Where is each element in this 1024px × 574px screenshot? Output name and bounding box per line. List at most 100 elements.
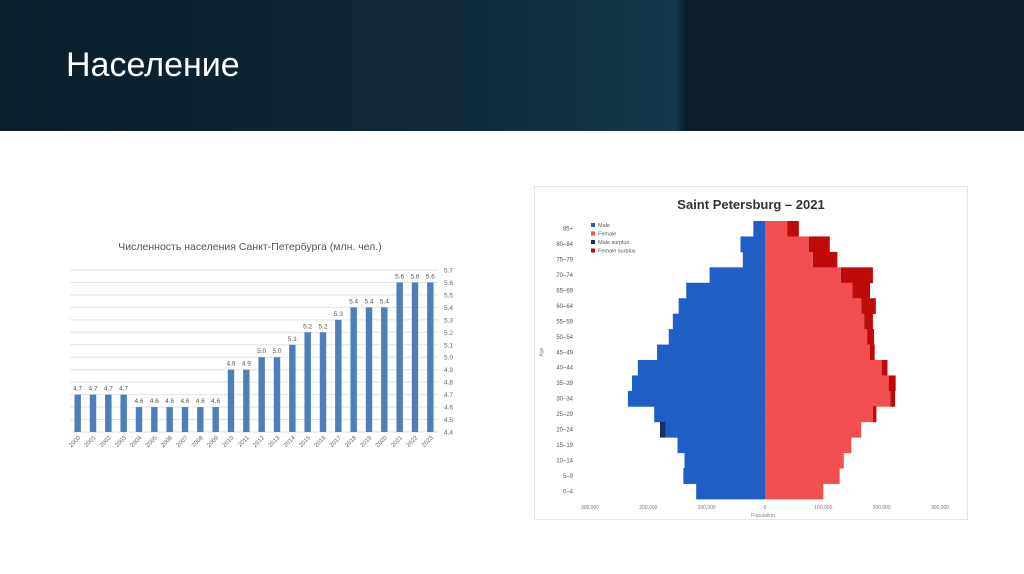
x-tick-label: 2002 xyxy=(99,435,113,449)
legend-swatch xyxy=(591,240,595,244)
bar-chart-bars xyxy=(74,282,434,432)
pyramid-x-axis-label: Population xyxy=(751,513,775,519)
x-tick-label: 2009 xyxy=(206,435,220,449)
age-group-label: 35–39 xyxy=(556,381,573,387)
male-bar xyxy=(668,329,765,345)
bar xyxy=(212,407,219,432)
x-tick-label: 100,000 xyxy=(814,505,832,511)
x-tick-label: 2003 xyxy=(114,435,128,449)
male-bar xyxy=(740,236,765,253)
x-tick-label: 2008 xyxy=(191,435,205,449)
y-tick-label: 4.8 xyxy=(444,380,453,387)
bar-chart-title: Численность населения Санкт-Петербурга (… xyxy=(118,241,381,253)
female-surplus-bar xyxy=(787,221,799,237)
female-surplus-bar xyxy=(808,236,830,253)
bar xyxy=(289,344,296,432)
female-surplus-bar xyxy=(852,282,870,299)
bar-value-label: 4.6 xyxy=(165,398,174,405)
bar-value-label: 5.4 xyxy=(380,298,389,305)
bar xyxy=(197,407,204,432)
age-group-label: 45–49 xyxy=(556,350,573,356)
age-group-label: 20–24 xyxy=(556,428,573,434)
bar xyxy=(105,394,112,432)
male-bar xyxy=(753,221,765,237)
bar-value-label: 5.1 xyxy=(288,336,297,343)
pyramid-age-labels: 85+ 80–84 75–79 70–74 65–69 60–64 55–59 50–54 45… xyxy=(556,227,573,496)
bar xyxy=(335,319,342,432)
female-bar xyxy=(765,375,889,392)
age-group-label: 30–34 xyxy=(556,397,573,403)
male-bar xyxy=(632,375,765,392)
age-group-label: 65–69 xyxy=(556,289,573,295)
male-bar xyxy=(637,360,765,376)
age-group-label: 60–64 xyxy=(556,304,573,310)
age-group-label: 85+ xyxy=(563,227,574,233)
bar-value-label: 5.0 xyxy=(257,348,266,355)
bar-value-label: 4.9 xyxy=(226,361,235,368)
bar xyxy=(135,407,143,432)
bar xyxy=(319,332,327,432)
female-bar xyxy=(765,483,824,500)
x-tick-label: 2007 xyxy=(176,435,190,449)
y-tick-label: 5.2 xyxy=(444,330,453,337)
female-bar xyxy=(765,360,882,376)
slide-title: Население xyxy=(66,46,240,84)
bar-value-label: 5.6 xyxy=(426,273,435,280)
population-pyramid-panel: Saint Petersburg – 2021 85+ 80–84 75–79 70–… xyxy=(534,186,968,520)
x-tick-label: 2006 xyxy=(160,435,174,449)
bar xyxy=(381,307,388,432)
age-group-label: 40–44 xyxy=(556,366,573,372)
bar xyxy=(166,407,173,432)
x-tick-label: 200,000 xyxy=(873,505,891,511)
female-bar xyxy=(765,468,840,484)
x-tick-label: 2005 xyxy=(145,435,159,449)
bar-value-label: 4.6 xyxy=(134,398,143,405)
age-group-label: 10–14 xyxy=(556,458,573,464)
age-group-label: 75–79 xyxy=(556,258,573,264)
pyramid-y-axis-label: Age xyxy=(539,347,545,356)
female-bar xyxy=(765,282,853,299)
bar xyxy=(396,282,403,432)
x-tick-label: 2000 xyxy=(68,435,82,449)
bar xyxy=(181,407,189,432)
y-tick-label: 4.9 xyxy=(444,367,453,374)
y-tick-label: 5.0 xyxy=(444,355,453,362)
y-tick-label: 4.7 xyxy=(444,392,453,399)
bar xyxy=(304,332,311,432)
bar-value-label: 4.6 xyxy=(150,398,159,405)
y-tick-label: 5.5 xyxy=(444,292,453,299)
bar xyxy=(151,407,158,432)
male-bar xyxy=(696,483,765,500)
bar-value-label: 4.7 xyxy=(73,386,82,393)
bar-value-label: 4.6 xyxy=(211,398,220,405)
female-bar xyxy=(765,421,862,438)
x-tick-label: 2018 xyxy=(344,435,358,449)
female-surplus-bar xyxy=(881,360,888,376)
x-tick-label: 2012 xyxy=(252,435,266,449)
bar xyxy=(427,282,434,432)
x-tick-label: 2021 xyxy=(390,435,404,449)
legend-label: Female xyxy=(598,232,616,238)
bar xyxy=(350,307,357,432)
female-surplus-bar xyxy=(870,344,875,361)
x-tick-label: 2017 xyxy=(329,435,343,449)
bar-value-label: 4.6 xyxy=(180,398,189,405)
bar-value-label: 5.2 xyxy=(318,323,327,330)
age-group-label: 55–59 xyxy=(556,319,573,325)
age-group-label: 15–19 xyxy=(556,443,573,449)
bar xyxy=(74,394,81,432)
male-bar xyxy=(654,406,765,423)
male-bar xyxy=(657,344,765,361)
legend-swatch xyxy=(591,248,595,253)
legend-swatch xyxy=(591,231,595,236)
y-tick-label: 5.3 xyxy=(444,317,453,324)
age-group-label: 70–74 xyxy=(556,273,573,279)
bar-value-label: 5.4 xyxy=(364,298,373,305)
female-bar xyxy=(765,221,788,237)
x-tick-label: 2023 xyxy=(421,435,435,449)
bar-chart-x-ticks: 2000 2001 2002 2003 2004 2005 2006 2007 2008 2009… xyxy=(68,435,435,449)
bar-value-label: 5.6 xyxy=(410,273,419,280)
female-bar xyxy=(765,236,809,253)
legend-label: Female surplus xyxy=(598,249,636,255)
bar xyxy=(89,394,97,432)
